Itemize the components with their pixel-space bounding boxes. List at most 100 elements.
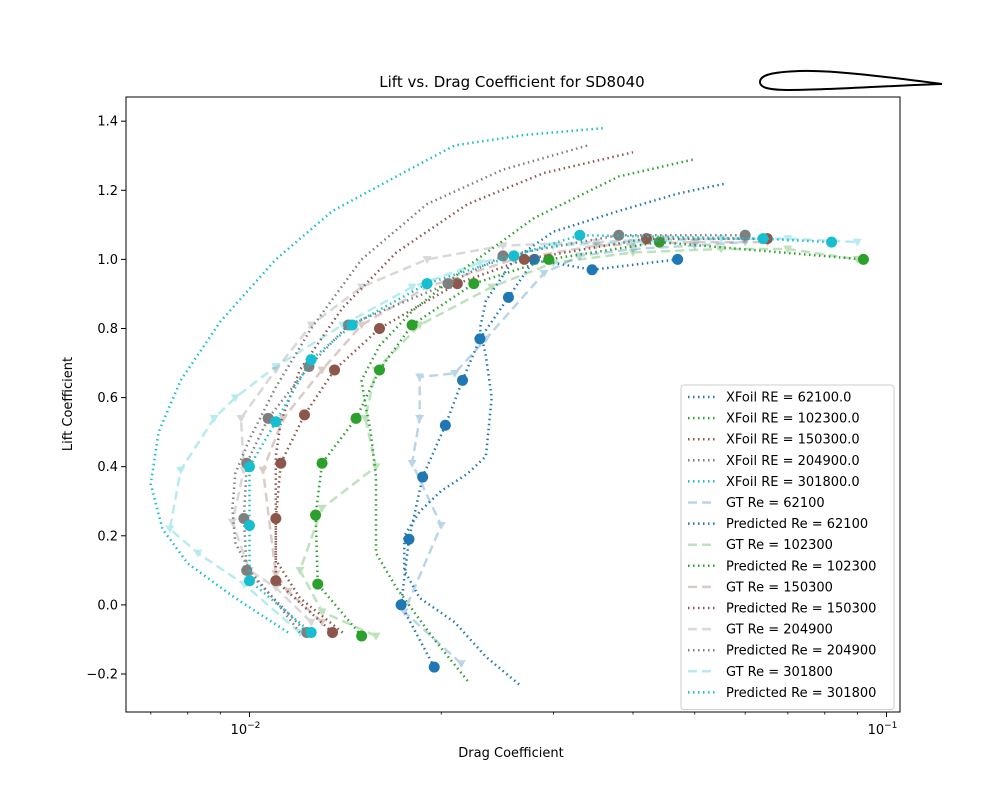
data-point — [548, 242, 558, 251]
series-predicted-re-62100 — [395, 253, 684, 673]
y-tick-label: 0.2 — [97, 529, 118, 544]
data-point — [428, 661, 440, 673]
data-point — [451, 278, 463, 290]
y-tick-label: 0.0 — [97, 598, 118, 613]
data-point — [415, 321, 425, 330]
data-point — [456, 660, 466, 669]
data-point — [653, 236, 665, 248]
data-point — [395, 599, 407, 611]
data-point — [628, 238, 638, 247]
series-predicted-re-301800 — [243, 229, 838, 639]
legend: XFoil RE = 62100.0 XFoil RE = 102300.0 XFo… — [680, 384, 895, 710]
data-point — [271, 570, 281, 579]
data-point — [271, 366, 281, 375]
series-predicted-re-102300 — [310, 236, 869, 642]
data-point — [236, 414, 246, 423]
data-point — [783, 245, 793, 254]
data-point — [295, 566, 305, 575]
legend-label: XFoil RE = 150300.0 — [726, 433, 860, 448]
data-point — [574, 229, 586, 241]
series-line — [231, 144, 589, 634]
series-line — [360, 157, 695, 682]
data-point — [415, 373, 425, 382]
data-point — [406, 319, 418, 331]
data-point — [305, 627, 317, 639]
legend-label: GT Re = 102300 — [726, 538, 833, 553]
data-point — [407, 459, 417, 468]
legend-label: Predicted Re = 62100 — [726, 517, 868, 532]
legend-entry: GT Re = 150300 — [688, 580, 833, 595]
data-point — [403, 533, 415, 545]
legend-label: Predicted Re = 204900 — [726, 644, 876, 659]
data-point — [498, 242, 508, 251]
data-point — [497, 250, 509, 262]
data-point — [468, 278, 480, 290]
data-point — [316, 457, 328, 469]
y-tick-label: 0.8 — [97, 322, 118, 337]
data-point — [539, 269, 549, 278]
legend-entry: Predicted Re = 150300 — [688, 602, 876, 617]
data-point — [278, 414, 288, 423]
data-point — [508, 250, 520, 262]
data-point — [757, 233, 769, 245]
data-point — [371, 463, 381, 472]
data-point — [450, 370, 460, 378]
data-point — [243, 575, 255, 587]
data-point — [371, 632, 381, 641]
data-point — [575, 252, 585, 261]
data-point — [270, 416, 282, 428]
y-axis-label: Lift Coefficient — [61, 357, 76, 451]
x-axis: 10−2 10−1 — [150, 712, 898, 738]
series-line — [248, 233, 832, 634]
legend-entry: Predicted Re = 301800 — [688, 686, 876, 701]
data-point — [613, 229, 625, 241]
data-point — [317, 504, 327, 513]
y-tick-label: 1.2 — [97, 184, 118, 199]
legend-label: XFoil RE = 301800.0 — [726, 475, 860, 490]
series-line — [314, 240, 864, 637]
legend-box — [680, 384, 895, 710]
y-tick-label: 1.4 — [97, 115, 118, 130]
legend-entry: Predicted Re = 62100 — [688, 517, 868, 532]
data-point — [457, 374, 469, 386]
data-point — [295, 629, 305, 638]
plot-frame — [125, 96, 901, 713]
data-point — [374, 322, 386, 334]
legend-label: GT Re = 150300 — [726, 580, 833, 595]
data-point — [271, 584, 281, 593]
series-line — [399, 258, 678, 668]
data-point — [209, 414, 219, 423]
series-line — [402, 240, 746, 665]
legend-label: Predicted Re = 301800 — [726, 686, 876, 701]
data-point — [422, 256, 432, 264]
series-xfoil-re-301800-0 — [149, 126, 605, 634]
series-line — [298, 247, 858, 638]
data-point — [407, 283, 417, 292]
data-point — [346, 319, 358, 331]
data-point — [350, 412, 362, 424]
x-tick-label: 10−1 — [868, 721, 898, 738]
data-point — [317, 608, 327, 617]
series-gt-re-301800 — [165, 235, 862, 638]
legend-label: XFoil RE = 62100.0 — [726, 391, 851, 406]
legend-label: GT Re = 62100 — [726, 496, 825, 511]
series-line — [274, 237, 768, 634]
legend-label: GT Re = 204900 — [726, 623, 833, 638]
data-point — [417, 471, 429, 483]
data-point — [326, 627, 338, 639]
legend-entry: GT Re = 301800 — [688, 665, 833, 680]
data-point — [740, 238, 750, 247]
legend-entry: XFoil RE = 301800.0 — [688, 475, 860, 490]
data-point — [230, 394, 240, 403]
legend-label: GT Re = 301800 — [726, 665, 833, 680]
legend-entry: XFoil RE = 102300.0 — [688, 412, 860, 427]
legend-entry: XFoil RE = 62100.0 — [688, 391, 851, 406]
data-point — [439, 419, 451, 431]
y-tick-label: 1.0 — [97, 253, 118, 268]
legend-label: Predicted Re = 150300 — [726, 602, 876, 617]
data-point — [518, 253, 530, 265]
y-tick-label: 0.4 — [97, 460, 118, 475]
data-point — [502, 291, 514, 303]
data-point — [312, 578, 324, 590]
data-point — [360, 414, 370, 423]
